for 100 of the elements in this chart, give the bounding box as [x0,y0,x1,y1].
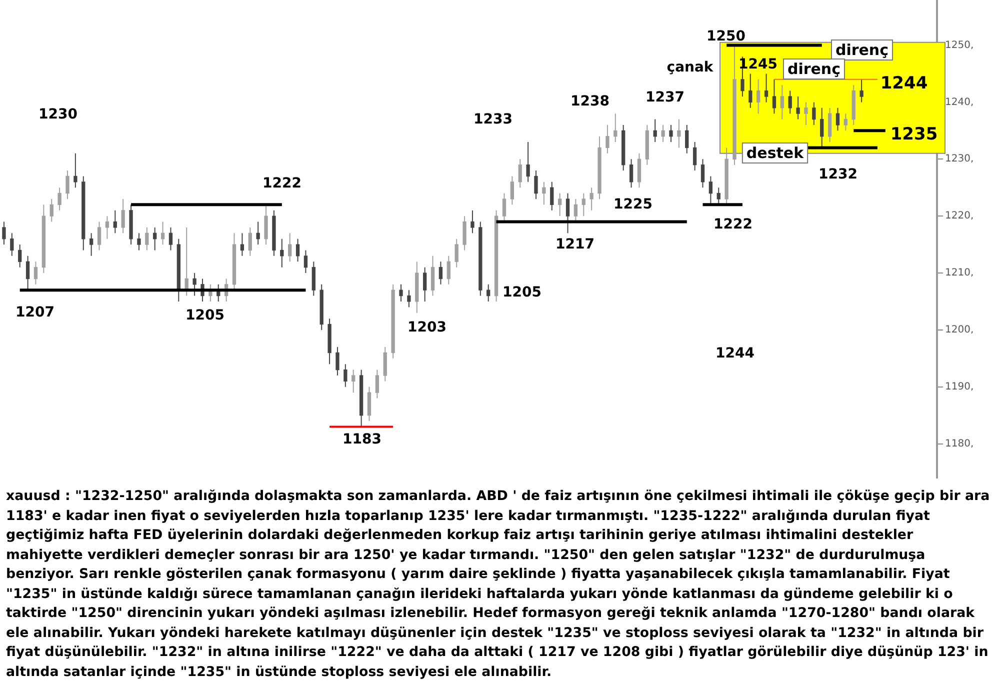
candlestick [105,216,110,240]
candlestick [637,152,642,188]
annotation: 1232 [818,166,858,183]
annotation: 1222 [262,176,302,192]
candlestick [764,73,768,103]
candlestick [828,107,832,143]
candlestick [137,232,141,251]
annotation: 1203 [408,320,446,336]
candlestick [50,198,54,222]
annotation: destek [746,144,805,162]
annotation: çanak [666,60,714,76]
candlestick [606,124,610,154]
candlestick [352,369,356,394]
candlestick [34,261,38,285]
annotation: 1183 [342,432,382,448]
candlestick [804,102,808,126]
candlestick [836,107,840,132]
candlestick [653,118,657,143]
candlestick [748,73,752,108]
candlestick [812,102,816,126]
candlestick [614,113,618,143]
annotation: 1235 [890,124,938,144]
candlestick [550,181,554,211]
candlestick [121,198,125,234]
candlestick [145,226,149,251]
y-tick-label: 1230, [945,154,974,165]
candlestick [399,284,403,302]
candlestick [176,238,180,302]
candlestick [415,261,419,314]
candlestick [629,158,634,188]
candlestick [645,124,649,166]
annotation: 1222 [714,216,752,233]
candlestick [438,261,443,285]
candlestick [192,272,196,296]
candlestick [97,221,102,251]
candlestick [312,261,316,296]
candlestick [470,210,474,234]
y-tick-label: 1250, [945,40,974,51]
annotation: 1244 [880,73,928,94]
candlestick [422,266,427,302]
candlestick [288,232,292,262]
candlestick [113,210,117,234]
y-tick-label: 1210, [945,268,974,279]
candlestick [280,238,284,268]
candlestick [661,124,665,143]
candlestick [74,152,78,188]
candlestick [446,255,450,285]
candlestick [129,204,133,246]
candlestick [700,158,705,188]
candlestick [574,198,578,222]
candlestick [344,364,348,388]
candlestick [367,386,372,422]
candlestick [248,226,252,256]
candlestick [510,176,514,206]
candlestick [454,238,458,268]
candlestick [685,124,689,154]
candlestick [18,244,22,268]
candlestick [89,232,94,256]
candlestick [526,142,530,182]
y-tick-label: 1200, [945,324,974,336]
candlestick [622,124,626,172]
candlestick [336,346,340,376]
candlestick [518,158,522,188]
annotation: 1237 [646,90,684,106]
y-tick-label: 1190, [945,381,974,392]
candlestick [264,204,268,246]
candlestick [724,147,728,206]
y-tick-label: 1180, [945,438,974,450]
annotation: direnç [835,40,889,59]
candlestick [494,210,498,302]
text: xauusd : "1232-1250" aralığında dolaşmakta son zamanlarda. ABD ' de faiz artışının öne çekilmesi ihtimali ile çöküşe geçip bir ara 1183' e kadar inen fiyat o seviyelerden hızla toparlanıp 1235' lere kadar tırmanmıştı. "1235-1222" aralığında durulan fiyat geçtiğimiz hafta FED üyelerinin dolardaki değerlenmeden korkup faiz artışı tarihinin geriye atılması ihtimalini destekler mahiyette verdikleri demeçler sonrası bir ara 1250' ye kadar tırmandı. "1250" den gelen satışlar "1232" de durdurulmuşa benziyor. Sarı renkle gösterilen çanak formasyonu ( yarım daire şeklinde ) fiyatta yaşanabilecek çıkışla tamamlanabilir. Fiyat "1235" in üstünde kaldığı sürece tamamlanan çanağın ilerideki haftalarda yukarı yönde katlanması da gündeme gelebilir ki o taktirde "1250" direncinin yukarı yöndeki aşılması izlenebilir. Hedef formasyon gereği teknik anlamda "1270-1280" bandı olarak ele alınabilir. Yukarı yöndeki harekete katılmayı düşünenler için destek "1235" ve stoploss seviyesi olarak ta "1232" in altında bir fiyat düşünülebilir. "1232" in altına inilirse "1222" ve daha da alttaki ( 1217 ve 1208 gibi ) fiyatlar görülebilir diye düşünüp 123' in altında satanlar içinde "1235" in üstünde stoploss seviyesi ele alınabilir. [6,489,990,680]
candlestick [590,187,594,211]
annotation: direnç [787,60,841,78]
candlestick [756,78,760,114]
candlestick [26,255,30,291]
annotation: 1217 [556,236,594,253]
candlestick [328,318,332,365]
candlestick [860,78,864,103]
candlestick [2,221,6,246]
annotation: 1250 [706,28,746,45]
annotation: 1244 [716,346,755,362]
candlestick [478,221,482,296]
candlestick [296,238,300,262]
candlestick [320,284,324,330]
candlestick [598,136,602,200]
candlestick [82,176,86,251]
candlestick [58,187,62,211]
annotation: 1205 [186,308,224,324]
candlestick [304,250,308,274]
candlestick [359,369,364,428]
annotation: 1233 [474,112,512,128]
candlestick [502,192,506,222]
candlestick [391,284,395,359]
candlestick [168,226,173,251]
candlestick [10,232,14,256]
candlestick [430,255,435,296]
candlestick [566,192,570,234]
annotation: 1238 [570,94,610,110]
candlestick [796,96,800,120]
candlestick [732,44,736,166]
